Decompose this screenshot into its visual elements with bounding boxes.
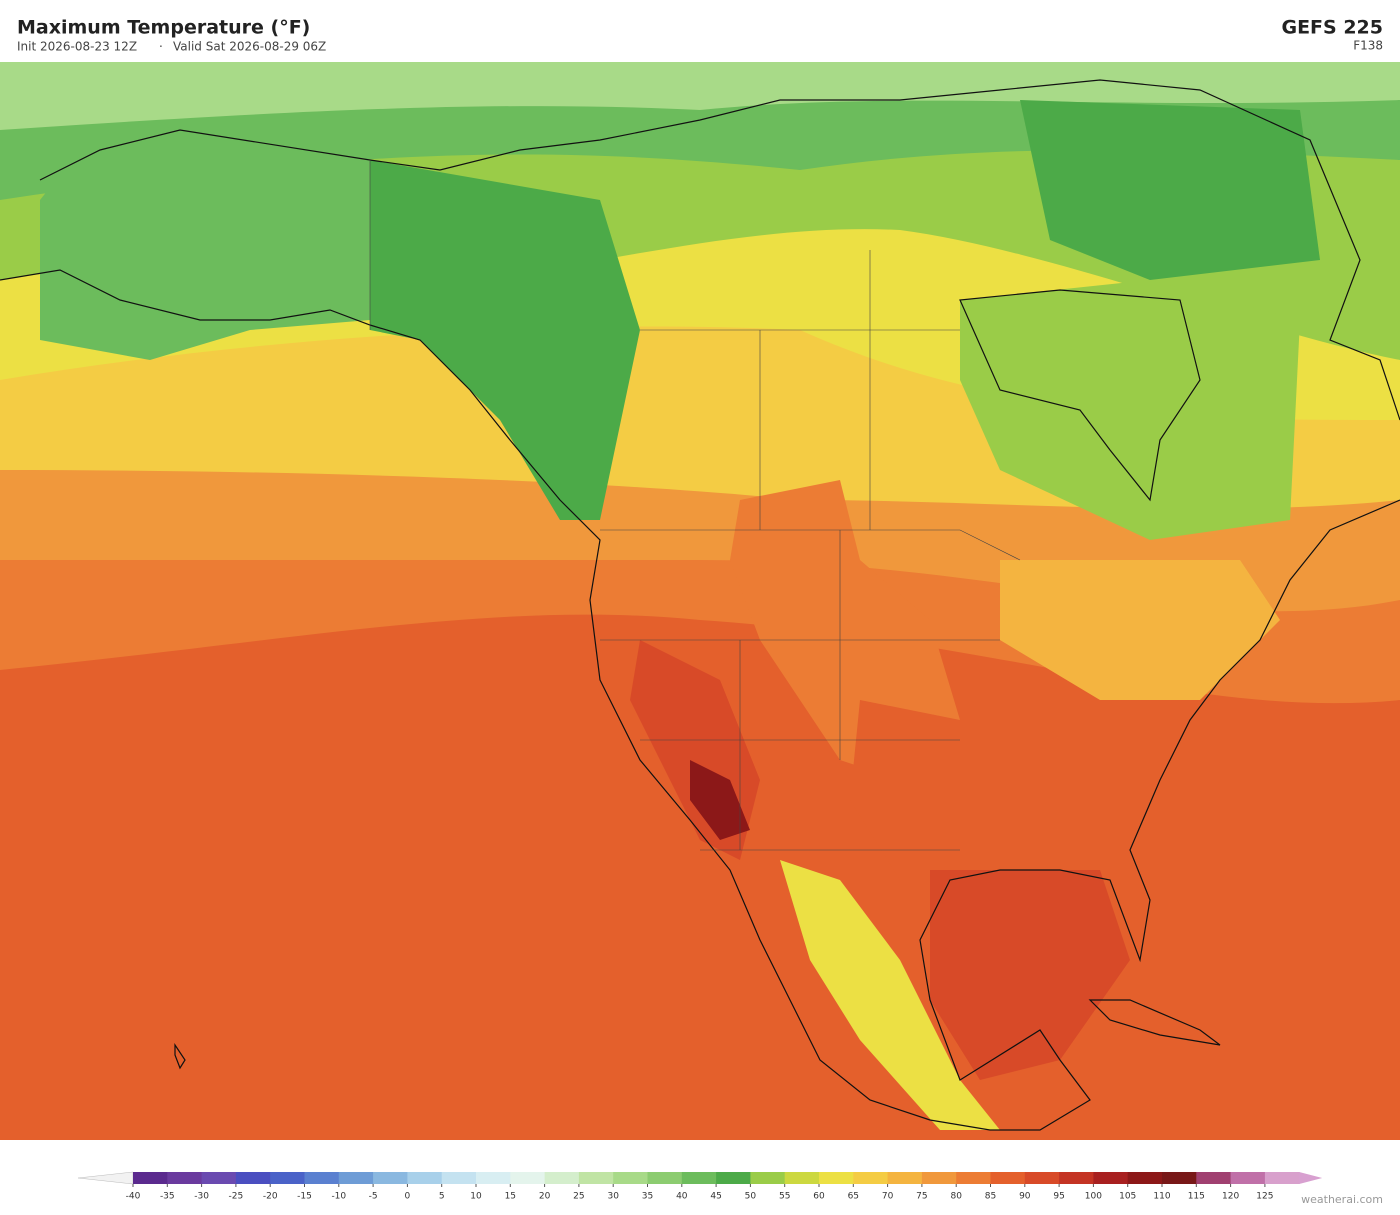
forecast-hour: F138 [1353,39,1383,53]
colorbar-tick-label: 65 [848,1192,859,1202]
colorbar-tick-label: 95 [1053,1192,1064,1202]
colorbar-tick-label: 10 [470,1192,482,1202]
colorbar-tick-label: 110 [1153,1192,1170,1202]
model: GEFS 225 [1281,17,1383,39]
colorbar-tick-label: 35 [642,1192,653,1202]
colorbar-bin [338,1172,374,1184]
colorbar-tick-label: 105 [1119,1192,1136,1202]
colorbar-bin [750,1172,786,1184]
colorbar-tick-label: 5 [439,1192,445,1202]
colorbar-bin [441,1172,477,1184]
colorbar-under [77,1171,134,1185]
colorbar-bin [716,1172,751,1184]
colorbar-bin [270,1172,305,1184]
credit: weatherai.com [1301,1193,1383,1206]
colorbar-bin [647,1172,683,1184]
colorbar-bin [476,1172,511,1184]
colorbar-tick-label: 55 [779,1192,790,1202]
colorbar-bin [544,1172,580,1184]
colorbar-tick-label: 60 [813,1192,825,1202]
colorbar-bin [1230,1172,1266,1184]
colorbar-bin [235,1172,271,1184]
colorbar-bin [1059,1172,1094,1184]
colorbar-bin [1264,1172,1300,1184]
colorbar-bin [990,1172,1026,1184]
colorbar-tick-label: -35 [160,1192,175,1202]
colorbar-bin [167,1172,203,1184]
colorbar-tick-label: 75 [916,1192,927,1202]
map [0,62,1400,1140]
colorbar-bin [681,1172,717,1184]
colorbar-bin [613,1172,648,1184]
colorbar-tick-label: -25 [229,1192,244,1202]
colorbar-tick-label: -20 [263,1192,278,1202]
colorbar-tick-label: -10 [331,1192,346,1202]
colorbar-bin [956,1172,991,1184]
colorbar-tick-label: 100 [1085,1192,1102,1202]
colorbar-tick-label: -40 [126,1192,141,1202]
colorbar-tick-label: 25 [573,1192,584,1202]
colorbar-bin [819,1172,854,1184]
colorbar-bin [921,1172,957,1184]
colorbar-tick-label: 125 [1256,1192,1273,1202]
colorbar-tick-label: 20 [539,1192,551,1202]
colorbar-bin [304,1172,340,1184]
separator: · [159,40,163,54]
colorbar-tick-label: 40 [676,1192,688,1202]
colorbar-bin [407,1172,443,1184]
colorbar-bin [784,1172,820,1184]
colorbar-tick-label: 115 [1188,1192,1205,1202]
colorbar-tick-label: 45 [710,1192,721,1202]
colorbar-bin [887,1172,923,1184]
colorbar-tick-label: 30 [607,1192,619,1202]
colorbar-bin [1093,1172,1129,1184]
colorbar-tick-label: 15 [505,1192,516,1202]
colorbar-tick-label: 70 [882,1192,894,1202]
title: Maximum Temperature (°F) [17,17,310,39]
colorbar-tick-label: -15 [297,1192,312,1202]
colorbar-tick-label: 50 [745,1192,757,1202]
colorbar-tick-label: -5 [369,1192,378,1202]
colorbar-bin [1162,1172,1197,1184]
colorbar-tick-label: 0 [405,1192,411,1202]
colorbar-tick-label: 85 [985,1192,996,1202]
colorbar-bin [201,1172,237,1184]
init-time: Init 2026-08-23 12Z [17,40,137,54]
colorbar-bin [510,1172,546,1184]
colorbar-bin [1127,1172,1163,1184]
colorbar-bin [133,1172,168,1184]
valid-time: Valid Sat 2026-08-29 06Z [173,40,326,54]
colorbar-bin [578,1172,614,1184]
colorbar-bin [853,1172,889,1184]
colorbar-over [1299,1172,1323,1184]
colorbar-bin [1196,1172,1232,1184]
colorbar-bin [373,1172,408,1184]
colorbar-tick-label: -30 [194,1192,209,1202]
colorbar: -40 -35 -30 -25 -20 -15 -10 -5 0 5 10 15 20 25 30 35 40 4… [77,1171,1323,1202]
colorbar-tick-label: 120 [1222,1192,1239,1202]
colorbar-tick-label: 90 [1019,1192,1031,1202]
colorbar-tick-label: 80 [950,1192,962,1202]
colorbar-bin [1024,1172,1060,1184]
